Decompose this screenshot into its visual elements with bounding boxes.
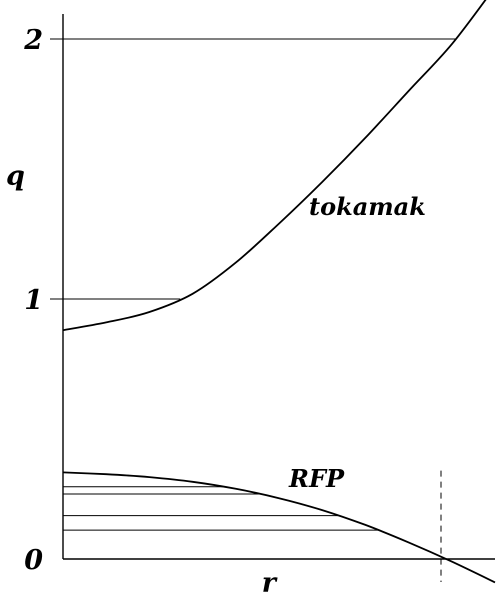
y-axis-label: q (6, 161, 25, 192)
y-tick-label-1: 1 (24, 285, 43, 316)
y-tick-label-0: 0 (24, 545, 43, 576)
series-label-rfp: RFP (288, 464, 345, 493)
series-line-rfp (62, 471, 496, 584)
rational-surface-lines (50, 38, 456, 531)
x-axis-label: r (262, 568, 278, 597)
series-line-tokamak (62, 0, 487, 332)
axes (62, 14, 495, 560)
y-ticks: 0 1 2 (23, 25, 43, 576)
series-label-tokamak: tokamak (309, 192, 426, 221)
y-tick-label-2: 2 (23, 25, 43, 56)
series-curves (62, 0, 496, 584)
